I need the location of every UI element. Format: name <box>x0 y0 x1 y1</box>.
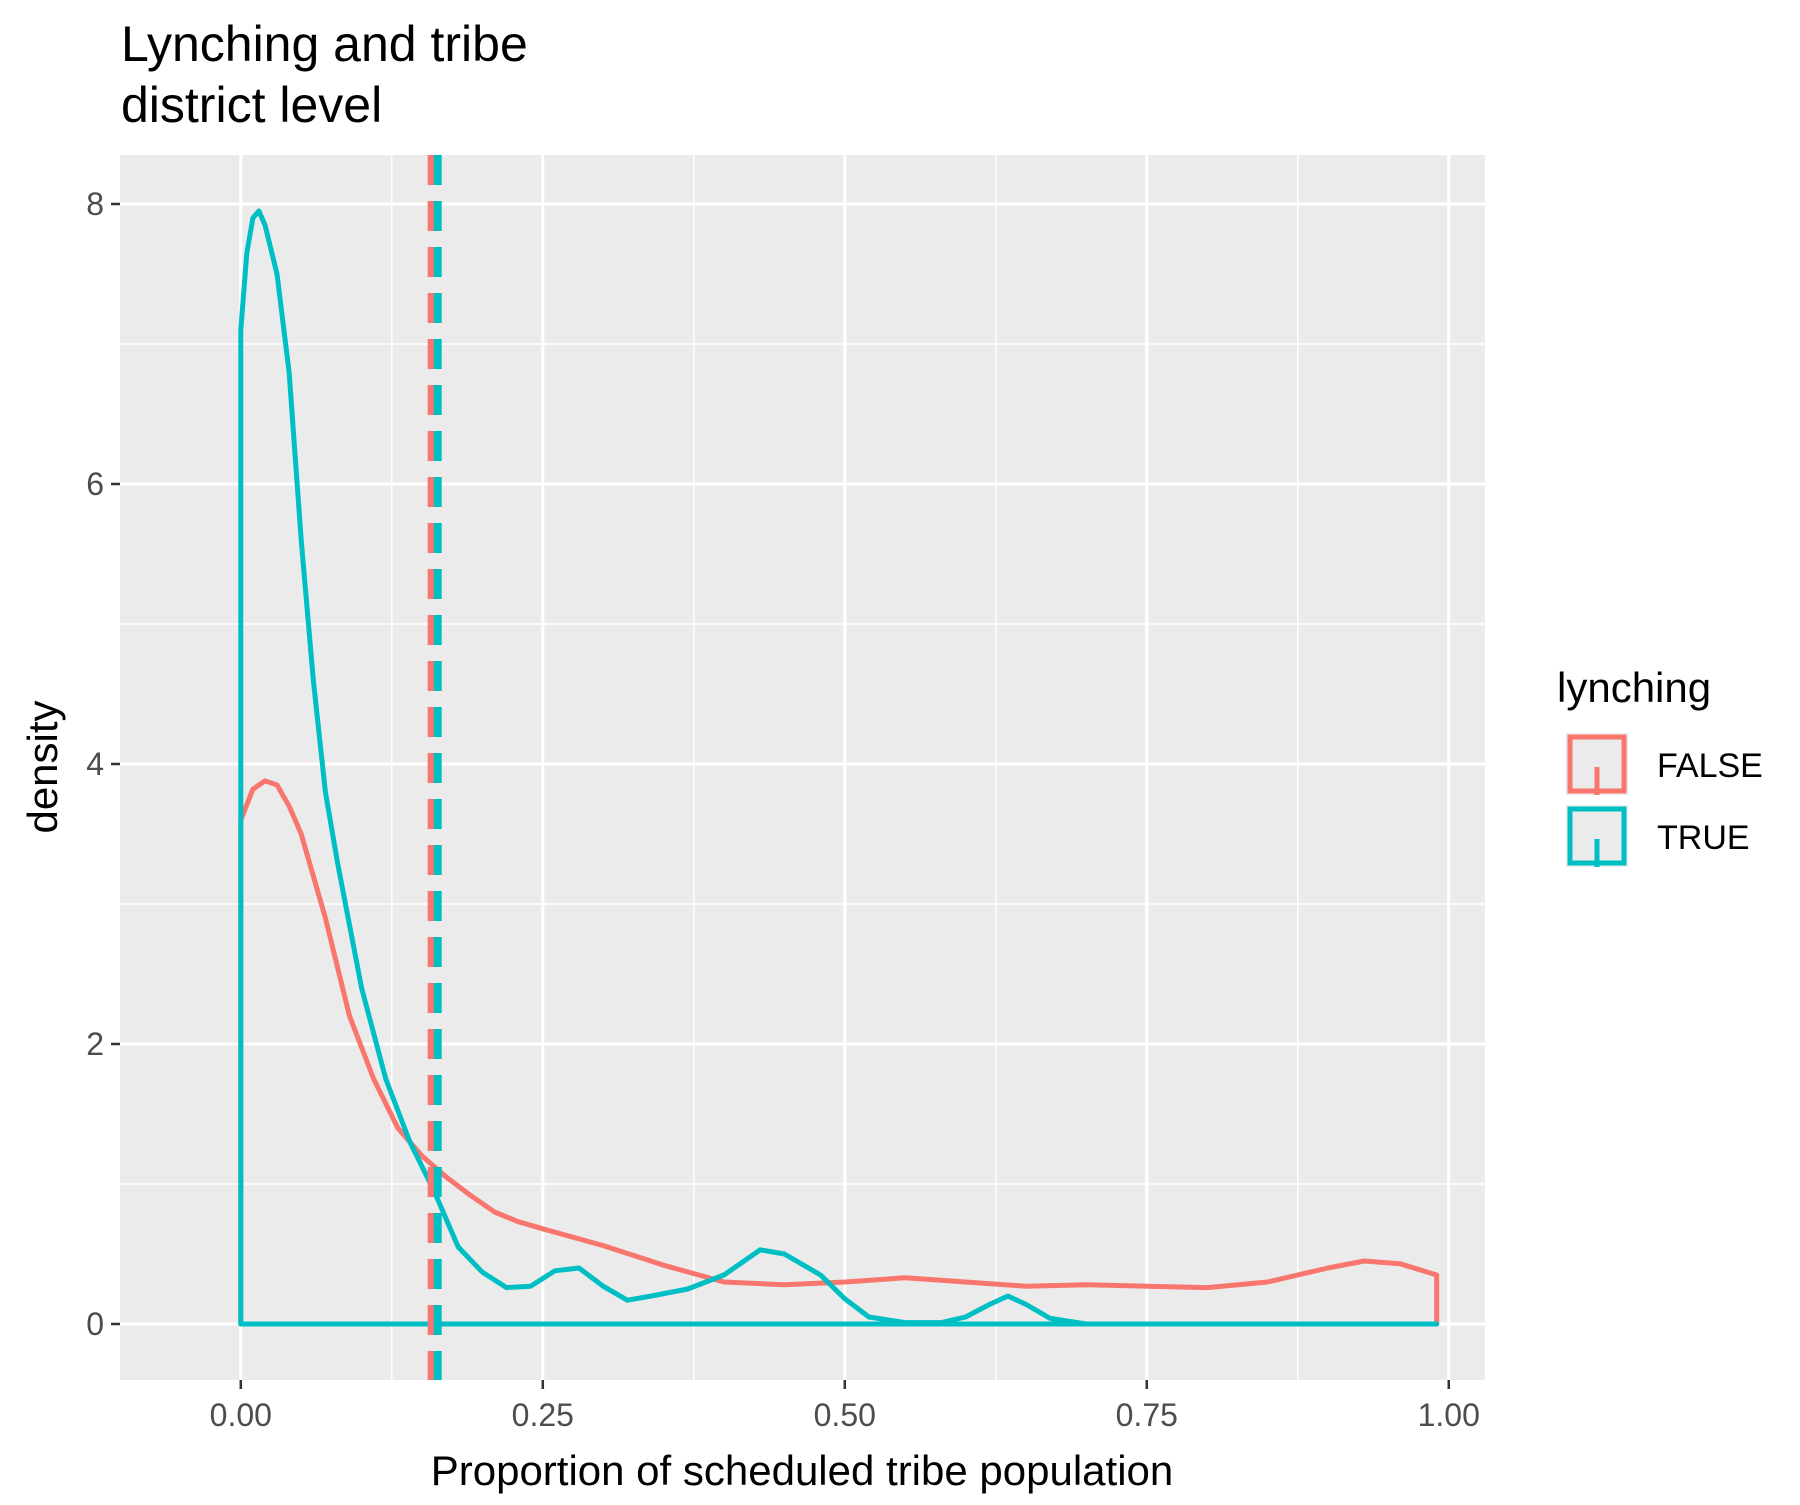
x-axis: 0.00 0.25 0.50 0.75 1.00 <box>210 1380 1480 1433</box>
y-tick-label: 6 <box>86 466 104 502</box>
y-tick-label: 0 <box>86 1306 104 1342</box>
y-axis: 0 2 4 6 8 <box>86 186 120 1342</box>
x-tick-label: 0.25 <box>512 1397 574 1433</box>
plot-panel <box>120 155 1485 1380</box>
y-tick-label: 2 <box>86 1026 104 1062</box>
y-axis-title: density <box>19 700 66 833</box>
chart-title-line-1: Lynching and tribe <box>121 16 528 72</box>
chart-title-line-2: district level <box>121 77 382 133</box>
density-line-true <box>238 208 1440 1327</box>
legend-title: lynching <box>1557 664 1711 711</box>
density-line-false <box>238 778 1440 1327</box>
legend: lynching FALSE TRUE <box>1557 664 1763 867</box>
legend-label-true: TRUE <box>1657 819 1750 857</box>
legend-label-false: FALSE <box>1657 747 1763 785</box>
mean-lines <box>427 155 442 1380</box>
x-axis-title: Proportion of scheduled tribe population <box>431 1447 1174 1494</box>
x-tick-label: 1.00 <box>1418 1397 1480 1433</box>
y-tick-label: 4 <box>86 746 104 782</box>
minor-gridlines <box>120 155 1485 1380</box>
legend-items: FALSE TRUE <box>1566 733 1763 867</box>
x-tick-label: 0.75 <box>1116 1397 1178 1433</box>
x-tick-label: 0.50 <box>814 1397 876 1433</box>
y-tick-label: 8 <box>86 186 104 222</box>
density-series <box>238 208 1440 1327</box>
x-tick-label: 0.00 <box>210 1397 272 1433</box>
